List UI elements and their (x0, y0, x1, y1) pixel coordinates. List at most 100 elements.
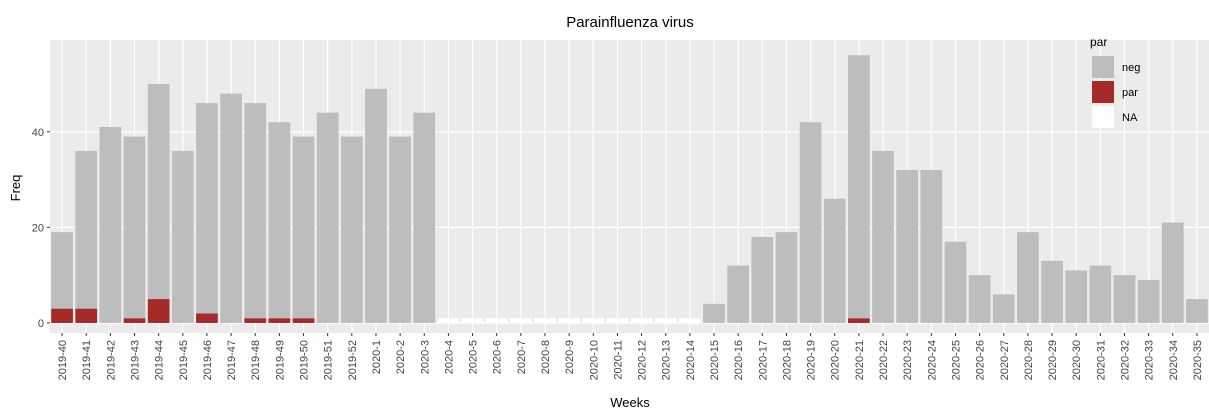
x-tick-label: 2020-10 (588, 340, 600, 380)
bar-segment (123, 318, 146, 323)
x-tick-label: 2020-16 (733, 340, 745, 380)
x-tick-label: 2020-23 (902, 340, 914, 380)
bar-segment (437, 318, 460, 323)
bar-segment (775, 232, 798, 323)
bar-segment (582, 318, 605, 323)
bar-segment (1017, 232, 1039, 323)
x-tick-label: 2020-19 (806, 340, 818, 380)
x-tick-label: 2020-9 (564, 340, 576, 374)
bar-segment (1113, 275, 1136, 323)
bar-segment (509, 318, 532, 323)
legend-label: NA (1122, 112, 1138, 124)
bar-segment (848, 55, 870, 319)
bar-segment (1161, 222, 1184, 323)
bar-segment (654, 318, 677, 323)
x-tick-label: 2019-44 (154, 340, 166, 380)
bar-segment (896, 170, 919, 323)
x-tick-label: 2020-30 (1071, 340, 1083, 380)
legend-label: par (1122, 87, 1138, 99)
y-tick-label: 40 (32, 127, 44, 139)
bar-segment (920, 170, 943, 323)
x-tick-label: 2020-3 (419, 340, 431, 374)
bar-segment (1041, 260, 1063, 323)
bar-segment (147, 83, 170, 300)
bar-segment (823, 198, 846, 323)
bar-segment (413, 112, 436, 323)
bar-segment (196, 313, 218, 323)
legend-key (1092, 81, 1114, 103)
bar-segment (992, 294, 1015, 323)
bar-segment (558, 318, 581, 323)
x-tick-label: 2020-13 (661, 340, 673, 380)
bar-segment (75, 308, 98, 323)
legend-key (1092, 106, 1114, 128)
x-tick-label: 2020-8 (540, 340, 552, 374)
x-tick-label: 2019-41 (81, 340, 93, 380)
x-tick-label: 2020-21 (854, 340, 866, 380)
x-tick-label: 2020-17 (757, 340, 769, 380)
x-tick-label: 2019-40 (57, 340, 69, 380)
x-tick-label: 2020-27 (999, 340, 1011, 380)
x-tick-label: 2020-29 (1047, 340, 1059, 380)
bar-segment (268, 122, 291, 319)
bar-segment (340, 136, 363, 323)
x-tick-label: 2019-46 (202, 340, 214, 380)
bar-segment (1089, 265, 1112, 323)
y-tick-label: 20 (32, 222, 44, 234)
x-tick-label: 2020-33 (1144, 340, 1156, 380)
x-tick-label: 2019-49 (274, 340, 286, 380)
x-tick-label: 2019-42 (105, 340, 117, 380)
bar-segment (268, 318, 291, 323)
bar-segment (678, 318, 701, 323)
bar-segment (630, 318, 653, 323)
x-tick-label: 2020-31 (1095, 340, 1107, 380)
x-tick-label: 2020-28 (1023, 340, 1035, 380)
bar-segment (196, 103, 218, 314)
bar-segment (244, 103, 267, 319)
bar-segment (799, 122, 822, 323)
x-tick-label: 2020-5 (468, 340, 480, 374)
x-tick-label: 2020-24 (926, 340, 938, 380)
bar-segment (1065, 270, 1088, 323)
legend-label: neg (1122, 62, 1140, 74)
x-tick-label: 2020-35 (1192, 340, 1204, 380)
bar-segment (727, 265, 750, 323)
bar-segment (1186, 299, 1208, 323)
plot-panel (50, 40, 1209, 333)
bar-segment (51, 232, 73, 309)
bar-segment (606, 318, 629, 323)
x-tick-label: 2020-12 (637, 340, 649, 380)
x-tick-label: 2020-11 (612, 340, 624, 380)
x-tick-label: 2019-47 (226, 340, 238, 380)
x-tick-label: 2020-14 (685, 340, 697, 380)
bar-segment (944, 241, 967, 323)
bar-segment (534, 318, 556, 323)
bar-segment (51, 308, 73, 323)
bar-segment (75, 150, 98, 309)
x-tick-label: 2019-45 (178, 340, 190, 380)
x-tick-label: 2020-32 (1119, 340, 1131, 380)
y-tick-label: 0 (38, 318, 44, 330)
bar-segment (220, 93, 242, 323)
x-tick-label: 2019-50 (299, 340, 311, 380)
x-tick-label: 2020-20 (830, 340, 842, 380)
bar-segment (292, 136, 315, 319)
y-axis-label: Freq (8, 175, 23, 202)
x-tick-label: 2019-52 (347, 340, 359, 380)
bar-segment (171, 150, 194, 323)
x-tick-label: 2020-6 (492, 340, 504, 374)
chart-title: Parainfluenza virus (566, 14, 694, 31)
x-tick-label: 2019-48 (250, 340, 262, 380)
x-tick-label: 2020-25 (950, 340, 962, 380)
x-tick-label: 2020-26 (975, 340, 987, 380)
legend-key (1092, 56, 1114, 78)
bar-segment (292, 318, 315, 323)
bar-segment (872, 150, 894, 323)
x-axis-label: Weeks (610, 395, 650, 410)
bar-segment (461, 318, 484, 323)
x-tick-label: 2020-15 (709, 340, 721, 380)
bar-segment (1137, 279, 1160, 323)
x-tick-label: 2020-1 (371, 340, 383, 374)
bar-segment (147, 299, 170, 323)
